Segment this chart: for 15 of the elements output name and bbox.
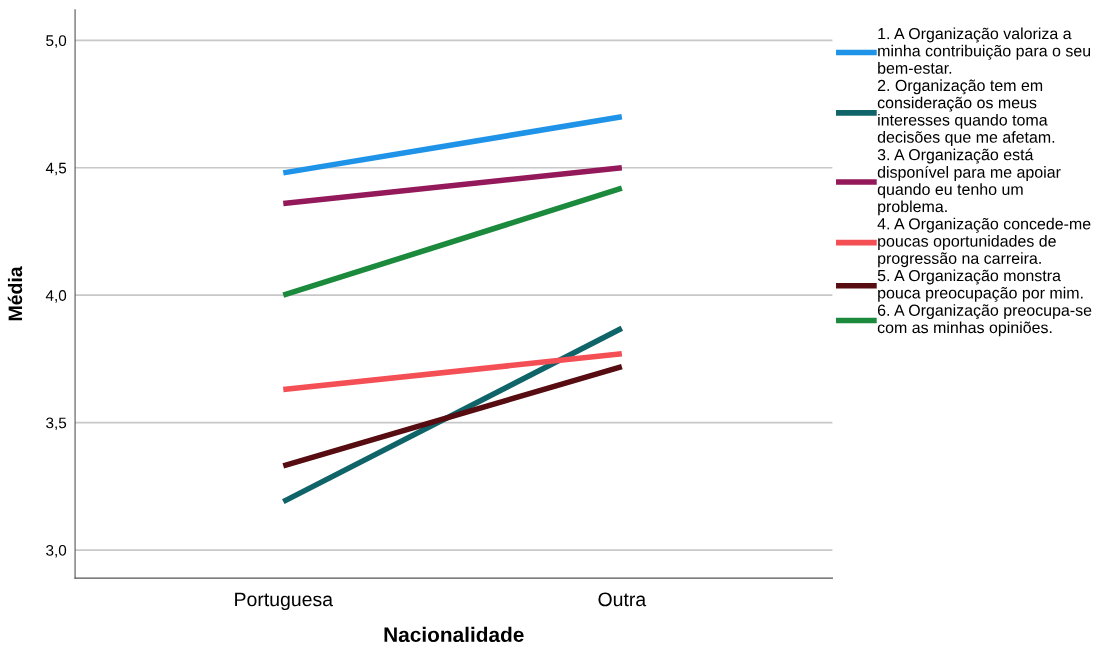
y-tick-label: 5,0: [46, 35, 67, 48]
y-axis-title: Média: [7, 266, 23, 321]
legend-label: 2. Organização tem em consideração os meus interesses quando toma decisões que me afetam.: [877, 79, 1055, 146]
y-tick-label: 4,0: [45, 290, 67, 303]
y-tick-label: 3,5: [46, 417, 67, 431]
legend-label: 1. A Organização valoriza a minha contribuição para o seu bem-estar.: [878, 27, 1091, 74]
x-tick-label: Outra: [598, 592, 647, 607]
y-tick-label: 3,0: [46, 544, 67, 558]
legend-label: 4. A Organização concede-me poucas oportunidades de progressão na carreira.: [877, 217, 1091, 268]
x-axis-title: Nacionalidade: [384, 626, 524, 643]
legend-label: 5. A Organização monstra pouca preocupação por mim.: [877, 269, 1083, 302]
legend-label: 3. A Organização está disponível para me apoiar quando eu tenho um problema.: [877, 148, 1061, 216]
x-tick-label: Portuguesa: [235, 592, 334, 611]
y-tick-label: 4,5: [45, 162, 67, 176]
legend-label: 6. A Organização preocupa-se com as minhas opiniões.: [877, 304, 1092, 337]
